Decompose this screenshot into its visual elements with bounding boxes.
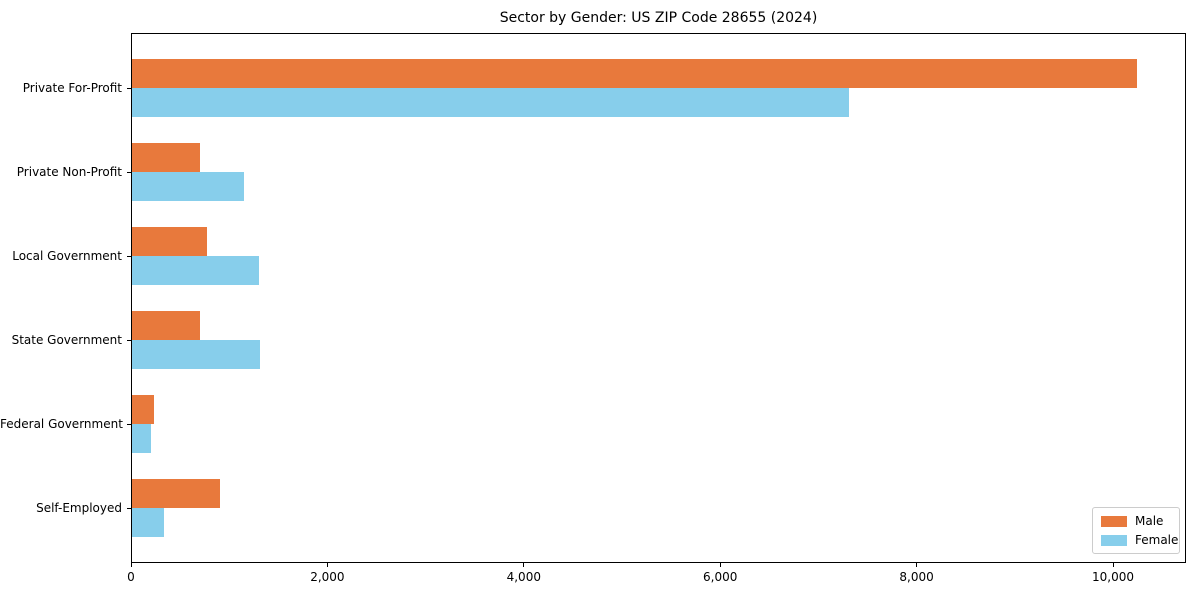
x-tick (916, 563, 918, 567)
y-tick (127, 171, 131, 173)
bar-female-private-for-profit (132, 88, 849, 117)
y-tick-label-federal-government: Federal Government (0, 417, 123, 431)
bar-female-self-employed (132, 508, 164, 537)
x-tick-label: 2,000 (310, 570, 345, 584)
legend-swatch-male (1101, 515, 1127, 527)
y-tick (127, 507, 131, 509)
y-tick-label-self-employed: Self-Employed (36, 501, 122, 515)
y-tick-label-state-government: State Government (11, 333, 122, 347)
chart-title: Sector by Gender: US ZIP Code 28655 (202… (499, 10, 818, 26)
bar-male-federal-government (132, 395, 155, 424)
x-tick-label: 10,000 (1092, 570, 1134, 584)
bar-male-self-employed (132, 479, 220, 508)
x-tick (719, 563, 721, 567)
legend-label-female: Female (1135, 533, 1179, 547)
bar-female-private-non-profit (132, 172, 244, 201)
y-tick (127, 339, 131, 341)
bar-male-private-for-profit (132, 59, 1137, 88)
y-tick-label-local-government: Local Government (12, 249, 122, 263)
bar-male-local-government (132, 227, 208, 256)
x-tick-label: 0 (127, 570, 135, 584)
x-tick (1112, 563, 1114, 567)
legend: Male Female (1092, 507, 1180, 554)
bar-female-federal-government (132, 424, 152, 453)
x-tick-label: 6,000 (703, 570, 738, 584)
legend-entry-male: Male (1101, 514, 1171, 528)
y-tick (127, 255, 131, 257)
bar-male-private-non-profit (132, 143, 200, 172)
x-tick (130, 563, 132, 567)
y-tick (127, 87, 131, 89)
bar-male-state-government (132, 311, 200, 340)
legend-label-male: Male (1135, 514, 1164, 528)
bar-female-state-government (132, 340, 261, 369)
legend-swatch-female (1101, 534, 1127, 546)
y-tick-label-private-for-profit: Private For-Profit (22, 81, 122, 95)
plot-area (131, 33, 1186, 563)
x-tick (326, 563, 328, 567)
y-tick-label-private-non-profit: Private Non-Profit (16, 165, 122, 179)
x-tick-label: 8,000 (899, 570, 934, 584)
bar-female-local-government (132, 256, 260, 285)
x-tick-label: 4,000 (506, 570, 541, 584)
x-tick (523, 563, 525, 567)
y-tick (127, 423, 131, 425)
legend-entry-female: Female (1101, 533, 1178, 547)
